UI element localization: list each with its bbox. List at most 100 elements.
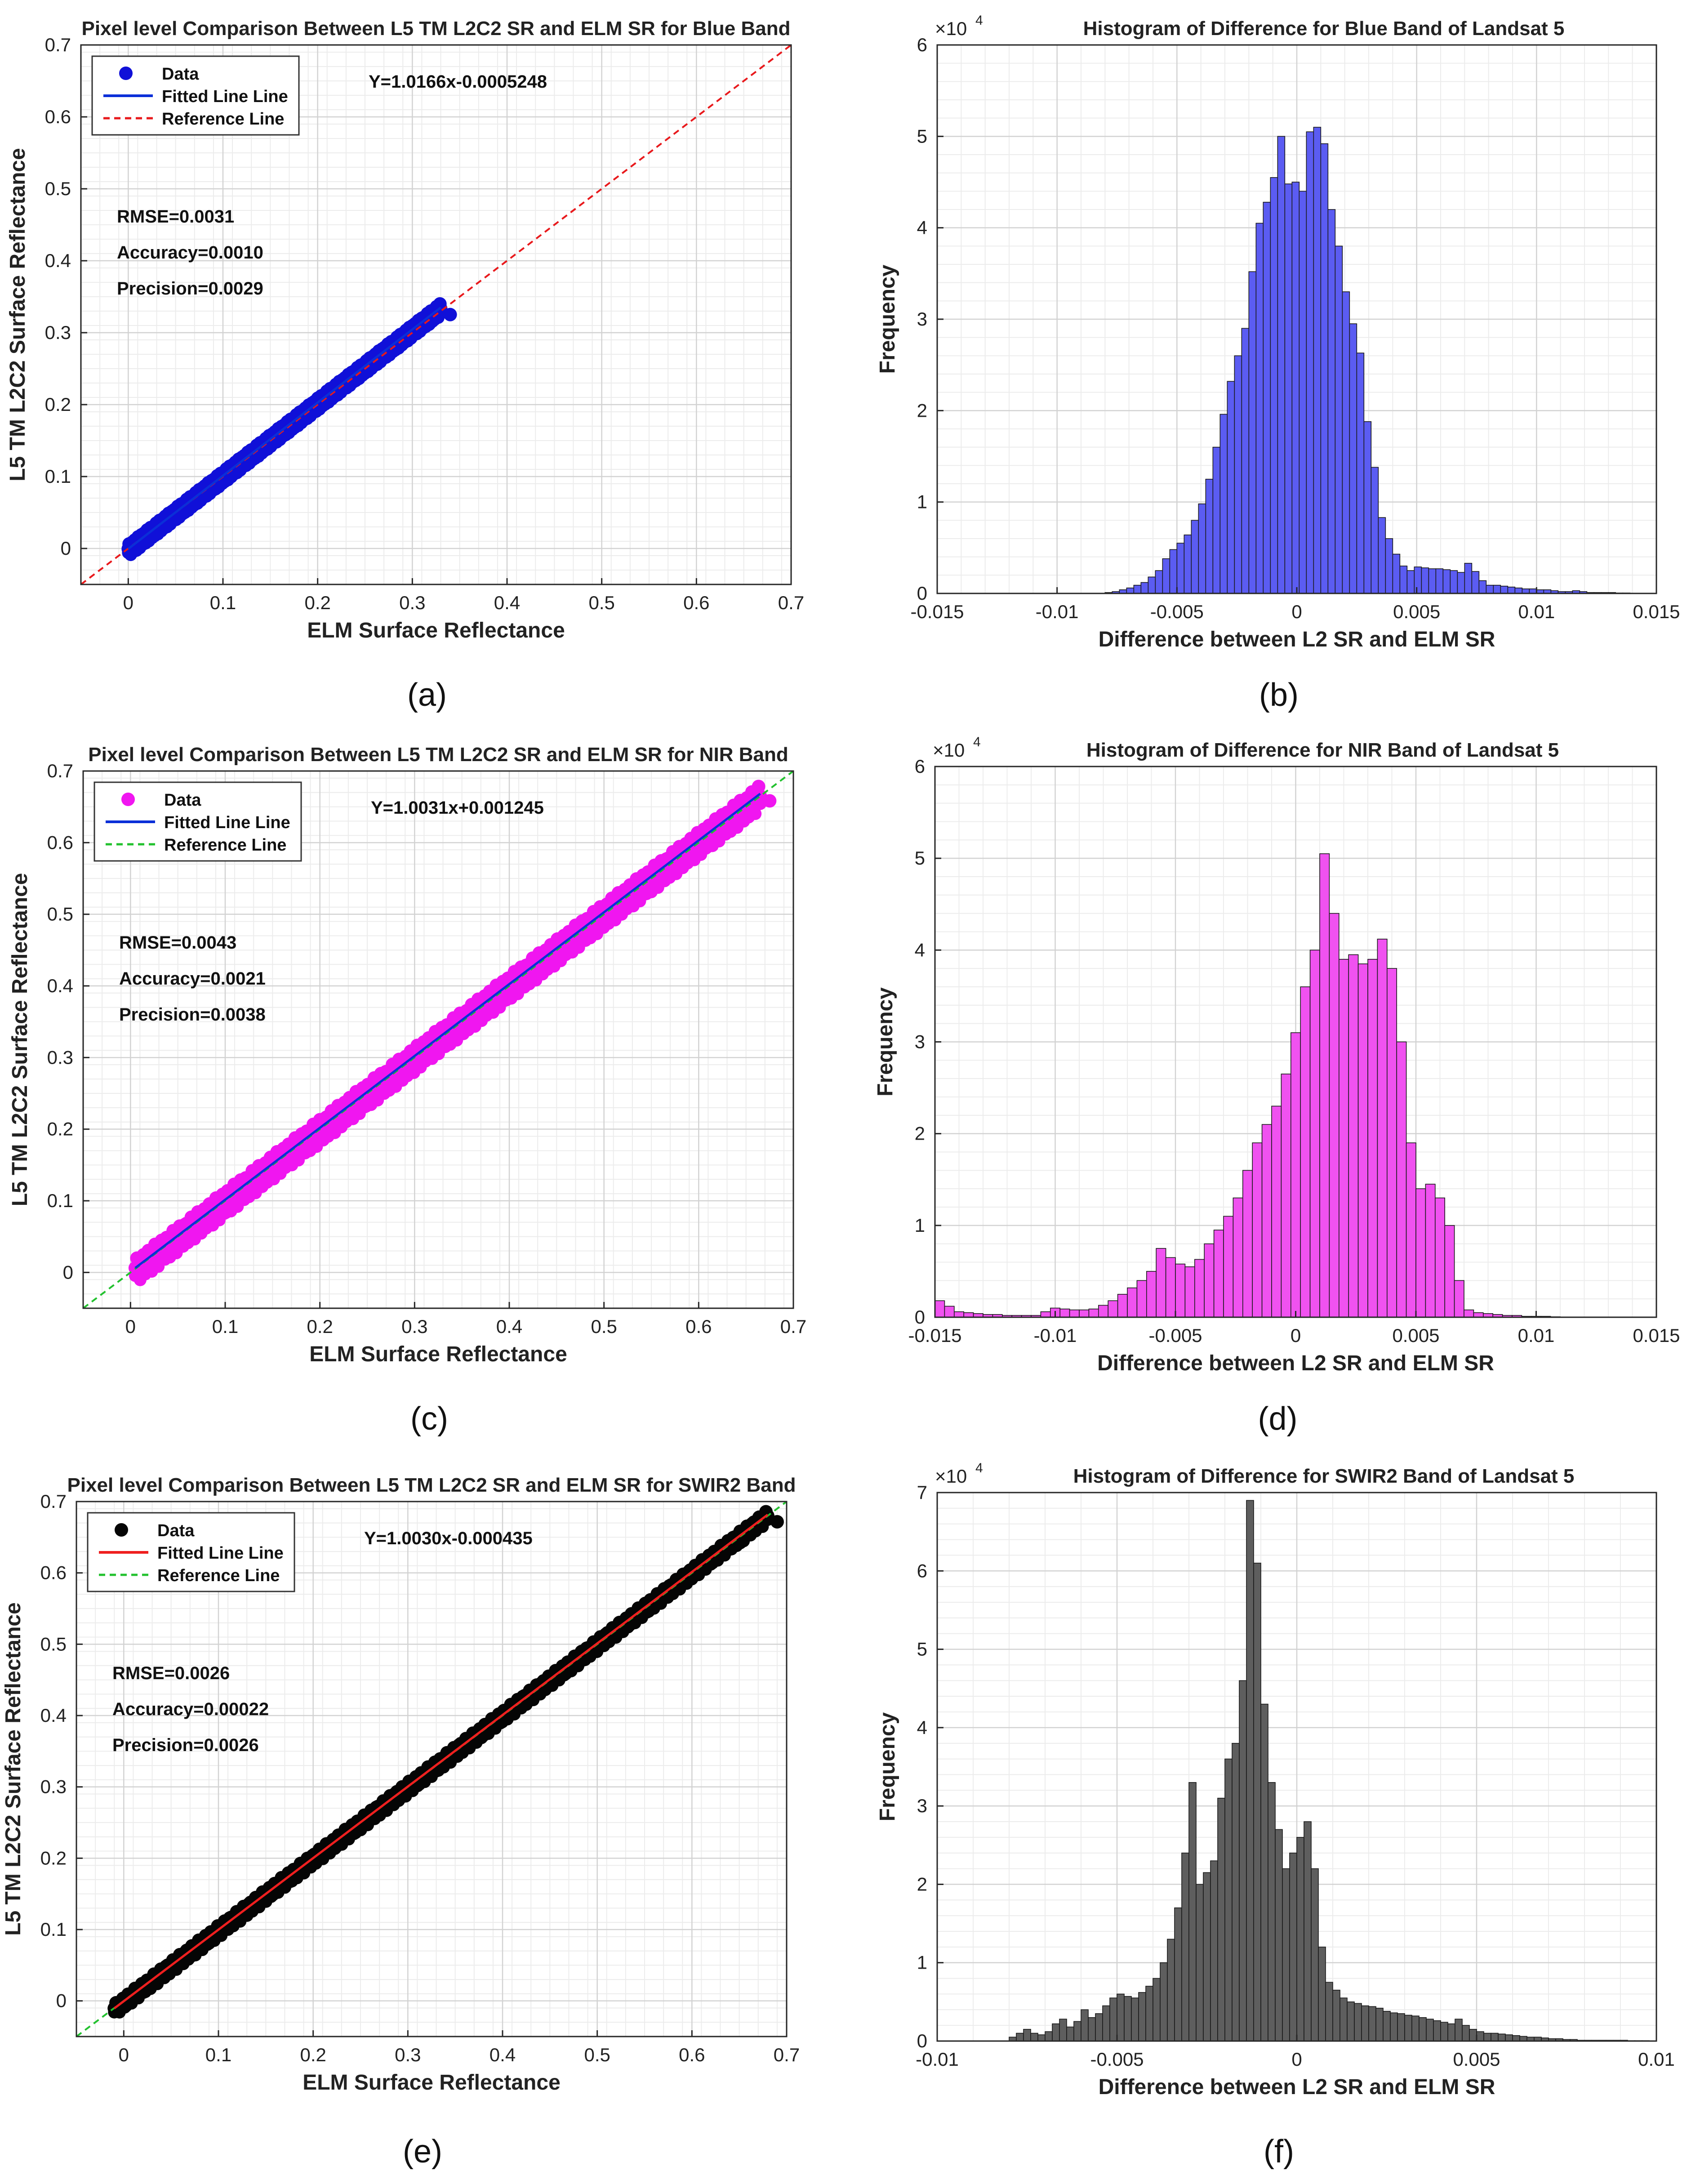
histogram-bar	[1478, 580, 1487, 594]
histogram-bar	[1148, 576, 1156, 594]
ticks: 0 0.1 0.2 0.3 0.4 0.5 0.6 0.7 0 0.1 0.2 0.3 0.4 0.5 0.…	[47, 760, 807, 1337]
histogram-bar	[1419, 2017, 1427, 2041]
axis-multiplier: ×10 4	[933, 735, 981, 761]
histogram-bar	[1476, 2031, 1484, 2041]
y-axis-label: Frequency	[876, 1712, 899, 1821]
histogram-bar	[1473, 1312, 1484, 1318]
y-tick-label: 0	[917, 2030, 927, 2051]
x-tick-label: 0.6	[679, 2044, 705, 2065]
y-tick-label: 2	[917, 1873, 927, 1894]
histogram-bar	[1088, 1308, 1099, 1318]
histogram-bar	[1404, 2015, 1412, 2041]
histogram-bar	[1241, 328, 1250, 594]
fit-equation: Y=1.0030x-0.000435	[364, 1529, 533, 1548]
histogram-bar	[1138, 1992, 1146, 2041]
x-tick-label: -0.01	[1036, 601, 1079, 622]
legend-label: Fitted Line Line	[164, 813, 290, 832]
histogram-bar	[1213, 1230, 1224, 1318]
histogram-bar	[1098, 1305, 1109, 1318]
histogram-bar	[1320, 143, 1329, 594]
x-tick-label: -0.005	[1090, 2049, 1144, 2070]
y-tick-label: 5	[917, 1639, 927, 1660]
y-tick-label: 0.5	[47, 904, 73, 925]
histogram-bar	[1176, 543, 1185, 594]
y-tick-label: 7	[917, 1482, 927, 1503]
x-tick-label: 0.015	[1633, 1325, 1680, 1346]
histogram-bar	[1204, 1243, 1215, 1318]
histogram-bar	[1233, 1197, 1243, 1318]
stat-label: Accuracy=0.0021	[119, 969, 266, 989]
histogram-bar	[1253, 1563, 1261, 2041]
stat-label: RMSE=0.0026	[112, 1663, 230, 1683]
x-tick-label: 0.2	[300, 2044, 326, 2065]
y-tick-label: 0.1	[40, 1919, 67, 1940]
histogram-bar	[1188, 1782, 1197, 2041]
x-tick-label: 0	[125, 1316, 136, 1337]
histogram-bar	[1184, 535, 1192, 594]
x-tick-label: 0	[1291, 1325, 1301, 1346]
histogram-bar	[1037, 2034, 1046, 2041]
y-tick-label: 5	[915, 847, 925, 869]
legend-label: Reference Line	[157, 1566, 280, 1585]
legend-label: Reference Line	[162, 110, 284, 129]
histogram-bar	[1464, 1309, 1474, 1318]
histogram-bar	[1483, 2032, 1491, 2041]
histogram-bar	[1270, 177, 1278, 594]
y-tick-label: 0.2	[45, 394, 71, 415]
y-tick-label: 3	[915, 1031, 925, 1052]
histogram-bar	[1512, 2035, 1520, 2041]
x-tick-label: 0.1	[210, 592, 236, 613]
axes-box	[82, 770, 794, 1309]
histogram-bar	[1311, 1868, 1319, 2041]
y-axis-label: Frequency	[876, 264, 899, 374]
y-tick-label: 0.5	[45, 178, 71, 199]
histogram-bar	[1347, 2001, 1355, 2041]
x-tick-label: 0.4	[490, 2044, 516, 2065]
histogram-bar	[1030, 2032, 1038, 2041]
fitted-line	[127, 307, 442, 550]
histogram-bar	[1040, 1311, 1051, 1318]
histogram-bar	[1175, 1263, 1186, 1318]
y-tick-label: 4	[917, 217, 927, 238]
histogram-bar	[1411, 2015, 1420, 2041]
y-tick-label: 0	[917, 583, 927, 604]
histogram-bars	[935, 853, 1657, 1318]
histogram-bar	[1514, 588, 1523, 594]
x-tick-label: 0.1	[212, 1316, 238, 1337]
x-tick-label: 0.7	[774, 2044, 800, 2065]
histogram-bar	[1363, 421, 1372, 594]
histogram-bar	[1299, 191, 1307, 594]
chart-title: Pixel level Comparison Between L5 TM L2C…	[67, 1474, 796, 1496]
multiplier-exponent: 4	[973, 735, 981, 749]
x-tick-label: 0.7	[778, 592, 804, 613]
y-tick-label: 5	[917, 125, 927, 147]
data-point	[763, 794, 777, 808]
multiplier-base: ×10	[933, 740, 965, 761]
histogram-bar	[1327, 209, 1336, 594]
panel-f: ×10 4 -0.01 -0.005 0 0.005 0.01 0 1 2 3 4 5 6 7 Histogr…	[876, 1461, 1675, 2170]
data-point	[770, 1515, 784, 1529]
axes-box	[80, 44, 792, 585]
histogram-bar	[1375, 2007, 1384, 2041]
histogram-bar	[1174, 1907, 1182, 2041]
histogram-bar	[1203, 1872, 1211, 2041]
axes-box	[76, 1501, 788, 2037]
panel-b: ×10 4 -0.015 -0.01 -0.005 0 0.005 0.01 0.015 0 1 2 3…	[876, 13, 1680, 713]
panel-a: Data Fitted Line Line Reference Line Y=1.01…	[6, 18, 804, 713]
histogram-bar	[1396, 1041, 1407, 1318]
y-axis-label: L5 TM L2C2 Surface Reflectance	[8, 873, 32, 1207]
histogram-bar	[1081, 2009, 1089, 2041]
histogram-bar	[1281, 1074, 1291, 1318]
histogram-bar	[1469, 2029, 1477, 2041]
y-tick-label: 0.2	[40, 1847, 67, 1868]
x-tick-label: 0.015	[1633, 601, 1680, 622]
histogram-bar	[1198, 503, 1206, 594]
y-tick-label: 6	[917, 1560, 927, 1581]
ticks: -0.01 -0.005 0 0.005 0.01 0 1 2 3 4 5 6 7	[916, 1482, 1675, 2070]
data-point	[443, 308, 457, 321]
subfigure-label: (b)	[1259, 677, 1299, 713]
histogram-bar	[1126, 588, 1135, 594]
x-tick-label: 0.4	[496, 1316, 522, 1337]
y-tick-label: 4	[915, 939, 925, 960]
histogram-bar	[1450, 570, 1458, 594]
